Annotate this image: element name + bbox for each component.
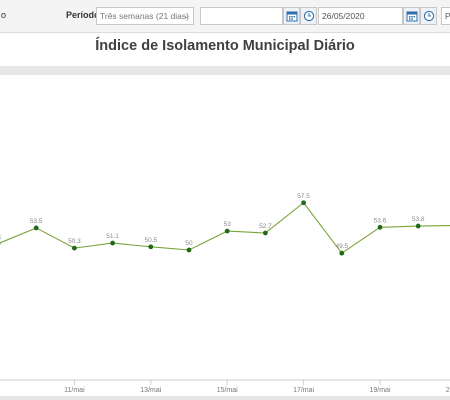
toolbar: o Período Três semanas (21 dias) ⌄ 26/05… [0, 0, 450, 33]
data-point [415, 223, 421, 229]
data-point [148, 244, 154, 250]
start-date-input[interactable] [200, 7, 283, 25]
data-point [301, 200, 306, 206]
calendar-icon [406, 11, 418, 22]
data-label: 51.1 [106, 233, 119, 240]
data-point [33, 225, 39, 231]
data-point [224, 228, 230, 234]
calendar-icon [286, 11, 298, 22]
period-select[interactable]: Três semanas (21 dias) ⌄ [96, 7, 194, 25]
toolbar-right-button[interactable]: P [441, 7, 450, 25]
data-point [72, 245, 77, 251]
start-time-button[interactable] [300, 7, 317, 25]
x-tick-label: 21/mai [446, 387, 450, 394]
end-date-calendar-button[interactable] [403, 7, 420, 25]
x-tick-label: 11/mai [64, 387, 85, 394]
data-label: 52.7 [259, 223, 272, 230]
chart-title: Índice de Isolamento Municipal Diário [95, 38, 355, 54]
period-select-value: Três semanas (21 dias) [100, 11, 189, 21]
clock-icon [303, 10, 315, 22]
end-date-input[interactable]: 26/05/2020 [318, 7, 403, 25]
data-label: 57.5 [297, 193, 310, 200]
data-label: 53 [224, 221, 232, 228]
data-label: 49.5 [335, 243, 348, 250]
x-tick-label: 15/mai [217, 387, 238, 394]
data-label: 53.8 [412, 216, 425, 223]
chevron-down-icon: ⌄ [183, 11, 190, 20]
data-label: 50 [185, 240, 193, 247]
data-label: 53.6 [374, 217, 387, 224]
data-point [377, 224, 383, 230]
data-label: 50.5 [144, 237, 157, 244]
data-point [339, 250, 345, 256]
title-divider [0, 66, 450, 75]
data-label: 50.3 [68, 238, 81, 245]
x-tick-label: 13/mai [140, 387, 161, 394]
x-tick-label: 17/mai [293, 387, 314, 394]
data-point [110, 240, 115, 246]
toolbar-left-fragment: o [1, 10, 7, 20]
data-point [186, 247, 192, 253]
start-date-calendar-button[interactable] [283, 7, 300, 25]
end-time-button[interactable] [420, 7, 437, 25]
data-point [263, 230, 268, 236]
x-tick-label: 19/mai [369, 387, 390, 394]
data-label: 51 [0, 234, 2, 241]
bottom-divider [0, 396, 450, 400]
toolbar-right-fragment: P [445, 11, 450, 21]
clock-icon [423, 10, 435, 22]
data-label: 53.5 [30, 218, 43, 225]
period-label: Período [66, 10, 100, 20]
end-date-value: 26/05/2020 [322, 11, 365, 21]
